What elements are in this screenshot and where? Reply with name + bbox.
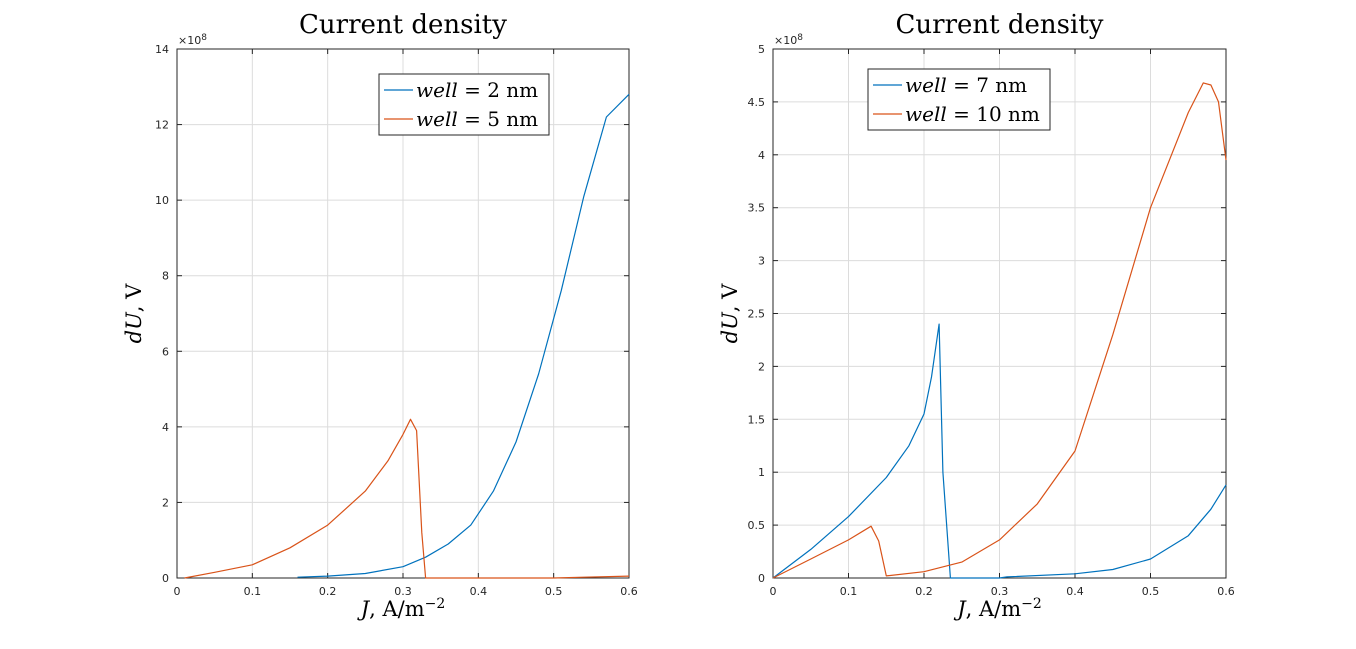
x-tick-label: 0.5 xyxy=(1142,585,1160,598)
y-tick-label: 2 xyxy=(758,360,765,373)
y-multiplier: ×108 xyxy=(774,33,803,47)
legend-box xyxy=(867,68,1051,131)
x-tick-label: 0.6 xyxy=(620,585,638,598)
x-tick-label: 0.5 xyxy=(545,585,563,598)
x-tick-label: 0.2 xyxy=(319,585,337,598)
y-tick-label: 4 xyxy=(758,149,765,162)
legend-box xyxy=(378,73,550,136)
y-tick-label: 10 xyxy=(155,194,169,207)
y-tick-label: 0 xyxy=(162,572,169,585)
y-tick-label: 4.5 xyxy=(748,96,766,109)
y-tick-label: 8 xyxy=(162,270,169,283)
x-tick-label: 0.3 xyxy=(394,585,412,598)
legend: well = 2 nm well = 5 nm xyxy=(378,73,550,136)
x-tick-label: 0.1 xyxy=(244,585,262,598)
y-tick-label: 0.5 xyxy=(748,519,766,532)
legend-label: well = 5 nm xyxy=(416,107,538,131)
x-axis-label: J, A/m−2 xyxy=(953,596,1042,621)
series-line-2 xyxy=(772,82,1227,579)
y-tick-label: 12 xyxy=(155,119,169,132)
series-line-1 xyxy=(297,93,630,578)
series-line-2 xyxy=(184,418,630,579)
y-tick-label: 3.5 xyxy=(748,202,766,215)
chart-title: Current density xyxy=(896,10,1104,40)
y-tick-label: 4 xyxy=(162,421,169,434)
y-multiplier: ×108 xyxy=(178,33,207,47)
legend: well = 7 nm well = 10 nm xyxy=(867,68,1051,131)
x-tick-label: 0.4 xyxy=(1066,585,1084,598)
y-axis-label: dU, V xyxy=(718,283,742,344)
y-tick-label: 0 xyxy=(758,572,765,585)
y-tick-label: 2.5 xyxy=(748,308,766,321)
legend-label: well = 10 nm xyxy=(905,102,1040,126)
x-tick-label: 0 xyxy=(174,585,181,598)
y-tick-label: 3 xyxy=(758,255,765,268)
x-tick-label: 0.4 xyxy=(470,585,488,598)
series-line-1 xyxy=(772,323,1227,579)
y-tick-label: 1.5 xyxy=(748,413,766,426)
y-axis-label: dU, V xyxy=(122,283,146,344)
y-tick-label: 6 xyxy=(162,345,169,358)
legend-label: well = 7 nm xyxy=(905,73,1027,97)
y-tick-label: 2 xyxy=(162,496,169,509)
chart-1: 0 0.1 0.2 0.3 0.4 0.5 0.6 0 2 4 6 8 10 12 14 ×108 Curren… xyxy=(122,10,638,621)
y-tick-label: 1 xyxy=(758,466,765,479)
legend-label: well = 2 nm xyxy=(416,78,538,102)
x-axis-label: J, A/m−2 xyxy=(357,596,446,621)
chart-2: 0 0.1 0.2 0.3 0.4 0.5 0.6 0 0.5 1 1.5 2 2.5 3 3.5 4 4.5 5… xyxy=(718,10,1235,621)
x-tick-label: 0.6 xyxy=(1217,585,1235,598)
y-tick-label: 5 xyxy=(758,43,765,56)
x-tick-label: 0.2 xyxy=(915,585,933,598)
chart-title: Current density xyxy=(299,10,507,40)
x-tick-label: 0.1 xyxy=(840,585,858,598)
x-tick-label: 0.3 xyxy=(991,585,1009,598)
x-tick-label: 0 xyxy=(770,585,777,598)
y-tick-label: 14 xyxy=(155,43,169,56)
